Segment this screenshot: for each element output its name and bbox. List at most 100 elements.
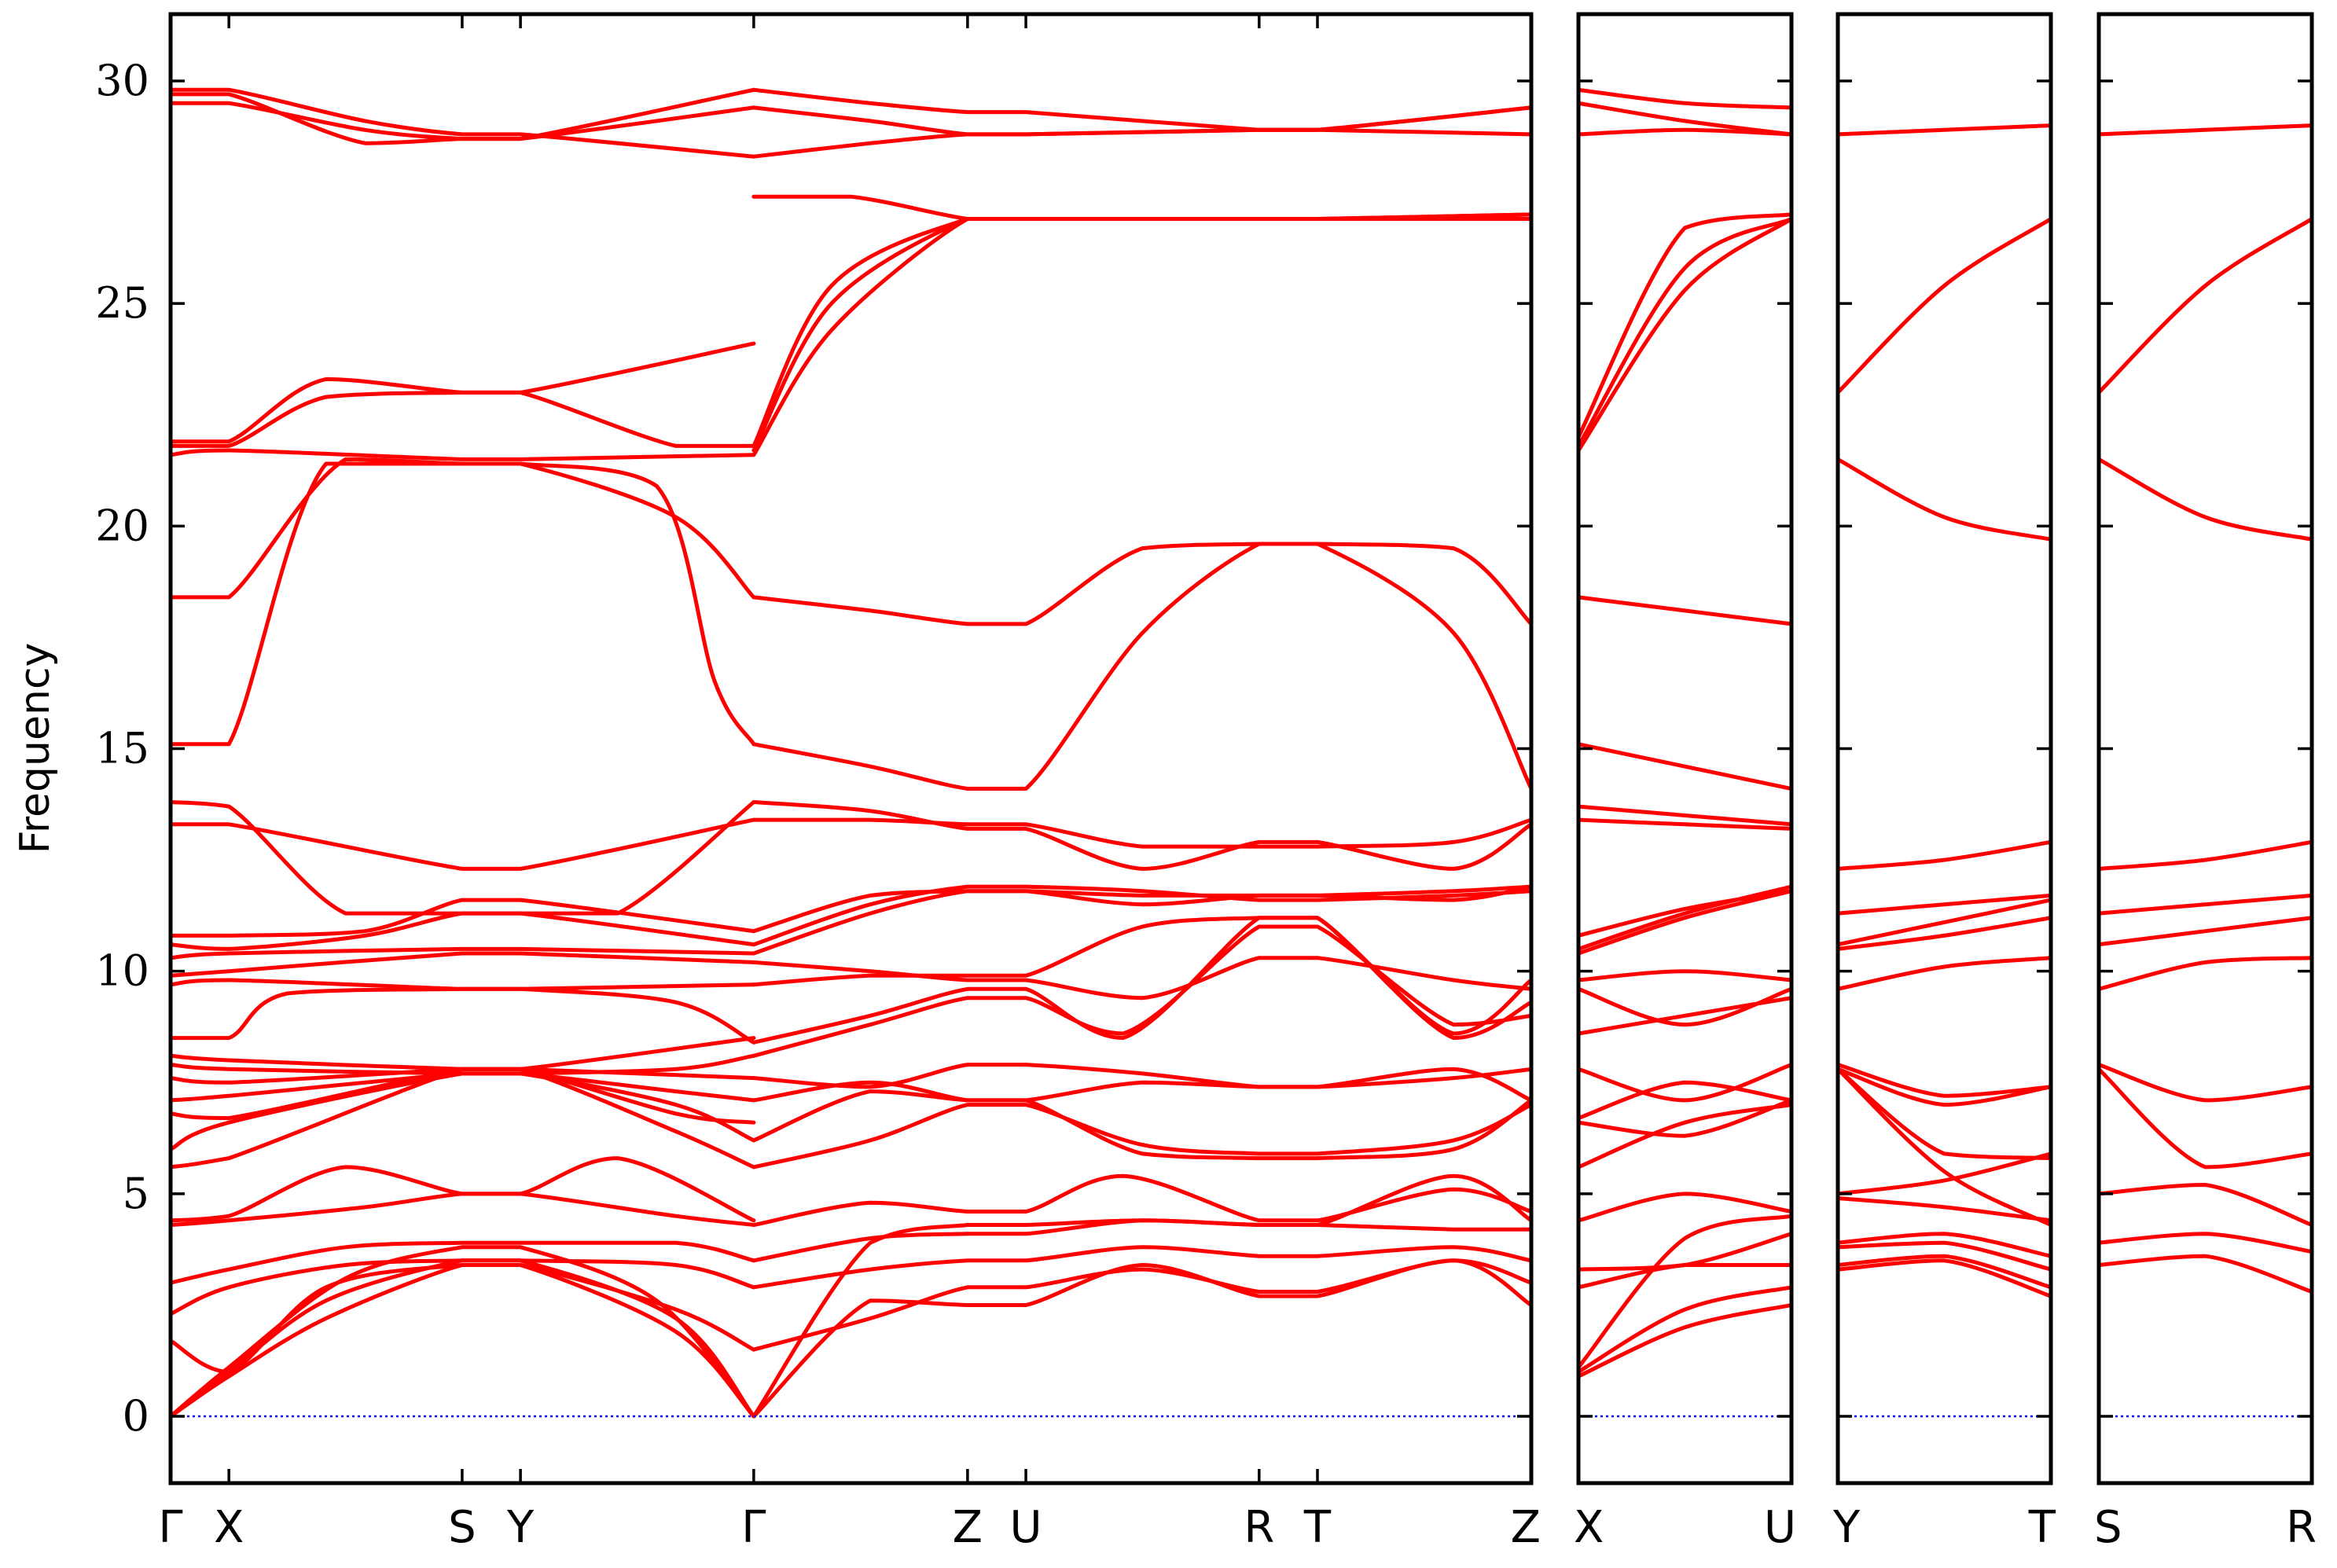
band-line (1838, 916, 2051, 951)
panel-frames (168, 12, 2314, 1485)
band-line (1578, 742, 1791, 791)
band-line (1838, 839, 2051, 871)
band-line (1578, 1103, 1791, 1170)
band-line (171, 1245, 756, 1419)
band-line (751, 1258, 1531, 1352)
band-line (751, 212, 1531, 448)
band-line (171, 448, 756, 461)
band-line (1578, 889, 1791, 938)
y-axis-label: Frequency (12, 643, 59, 854)
band-line (2099, 839, 2312, 871)
k-point-label: R (2286, 1502, 2317, 1553)
band-line (2099, 956, 2312, 991)
k-point-label: Z (953, 1502, 983, 1553)
band-line (2099, 217, 2312, 395)
panel-0-bands (171, 87, 1531, 1419)
band-line (171, 1036, 756, 1071)
band-line (751, 1089, 1531, 1161)
band-line (2099, 1254, 2312, 1294)
band-line (171, 1067, 756, 1125)
band-line (751, 1218, 1531, 1263)
band-line (1838, 1067, 2051, 1107)
band-line (171, 461, 756, 747)
band-line (751, 542, 1531, 791)
band-line (2099, 893, 2312, 916)
band-line (751, 800, 1531, 871)
band-line (171, 951, 756, 978)
band-line (1838, 1067, 2051, 1227)
y-tick-label: 25 (95, 278, 149, 328)
band-line (171, 898, 756, 938)
band-line (171, 1258, 756, 1419)
y-tick-label: 15 (95, 724, 149, 773)
band-line (1838, 457, 2051, 542)
k-point-label: S (448, 1502, 476, 1553)
band-line (1578, 87, 1791, 110)
band-line (1578, 986, 1791, 1027)
k-point-label: Y (506, 1502, 535, 1553)
panel-3-bands (2099, 123, 2312, 1294)
band-line (1838, 1063, 2051, 1098)
band-line (1578, 1285, 1791, 1374)
band-line (171, 817, 756, 871)
band-line (1838, 1151, 2051, 1196)
y-tick-label: 20 (95, 501, 149, 550)
band-line (171, 1067, 756, 1170)
band-line (171, 1192, 756, 1227)
band-line (1578, 1098, 1791, 1138)
band-line (751, 884, 1531, 956)
band-line (1838, 1196, 2051, 1223)
band-line (1578, 1232, 1791, 1272)
band-line (1838, 893, 2051, 916)
band-line (171, 946, 756, 960)
band-line (171, 101, 756, 141)
k-point-label: T (1303, 1502, 1332, 1553)
k-point-label: R (1244, 1502, 1274, 1553)
band-line (751, 216, 1531, 457)
band-line (171, 1071, 756, 1103)
band-line (1578, 217, 1791, 453)
band-line (2099, 916, 2312, 947)
k-point-label: X (1574, 1502, 1604, 1553)
band-line (1578, 1080, 1791, 1121)
band-line (1578, 969, 1791, 982)
band-line (171, 457, 756, 747)
band-line (751, 1063, 1531, 1089)
band-line (171, 1258, 756, 1316)
band-line (1838, 1067, 2051, 1161)
band-line (1838, 1232, 2051, 1258)
band-line (171, 800, 756, 916)
band-line (171, 982, 756, 1041)
band-line (171, 87, 756, 145)
bands-layer (171, 87, 2312, 1419)
band-line (171, 911, 756, 951)
band-line (171, 1156, 756, 1223)
band-line (1578, 884, 1791, 951)
band-line (751, 542, 1531, 626)
band-line (1838, 1254, 2051, 1290)
y-tick-label: 5 (123, 1169, 149, 1218)
band-line (1578, 595, 1791, 626)
band-line (171, 1262, 756, 1374)
band-line (1838, 1258, 2051, 1298)
band-line (2099, 1232, 2312, 1254)
panel-2-bands (1838, 123, 2051, 1298)
band-line (751, 1173, 1531, 1227)
k-point-label: U (1764, 1502, 1796, 1553)
band-line (2099, 1063, 2312, 1103)
band-line (1578, 212, 1791, 439)
band-line (171, 341, 756, 444)
band-line (751, 1103, 1531, 1170)
band-line (751, 1258, 1531, 1419)
band-line (1578, 996, 1791, 1036)
k-point-label: Z (1511, 1502, 1541, 1553)
band-line (1838, 123, 2051, 137)
k-point-label: Y (1832, 1502, 1861, 1553)
band-line (751, 817, 1531, 849)
band-line (751, 1245, 1531, 1290)
band-line (751, 1173, 1531, 1419)
y-tick-label: 0 (123, 1391, 149, 1441)
band-line (751, 884, 1531, 947)
